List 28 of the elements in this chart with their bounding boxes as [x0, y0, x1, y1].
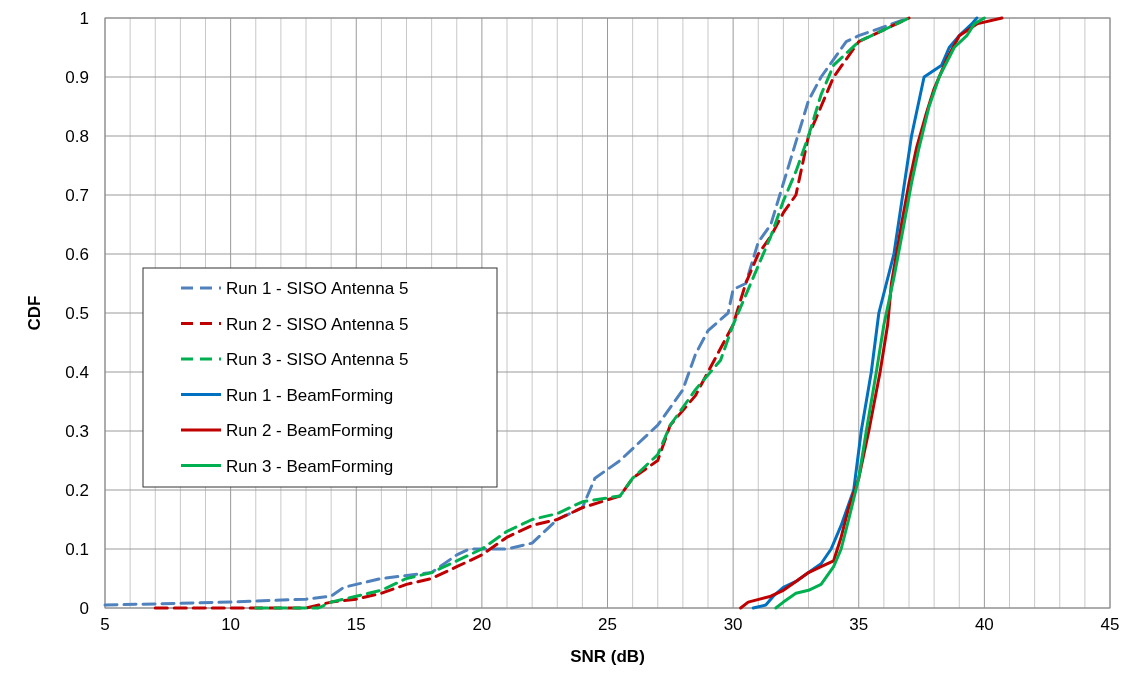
y-tick-label: 0.9 — [65, 68, 89, 87]
legend-label: Run 3 - BeamForming — [226, 456, 394, 476]
y-tick-label: 0.2 — [65, 481, 89, 500]
x-tick-label: 30 — [723, 615, 743, 634]
y-axis-title: CDF — [25, 295, 44, 331]
legend-label: Run 3 - SISO Antenna 5 — [226, 350, 409, 369]
y-tick-label: 0.1 — [65, 540, 89, 559]
y-tick-label: 1 — [79, 9, 89, 28]
legend-label: Run 1 - SISO Antenna 5 — [226, 279, 409, 298]
x-tick-label: 10 — [221, 615, 241, 634]
x-tick-label: 5 — [100, 615, 110, 634]
y-tick-label: 0.4 — [65, 363, 89, 382]
x-tick-label: 15 — [346, 615, 366, 634]
y-tick-label: 0 — [79, 599, 89, 618]
x-tick-label: 40 — [974, 615, 994, 634]
x-tick-label: 35 — [849, 615, 869, 634]
y-tick-label: 0.7 — [65, 186, 89, 205]
x-tick-label: 45 — [1100, 615, 1120, 634]
x-axis-title: SNR (dB) — [570, 647, 645, 666]
x-tick-label: 25 — [598, 615, 617, 634]
y-tick-label: 0.3 — [65, 422, 89, 441]
y-tick-label: 0.5 — [65, 304, 89, 323]
y-tick-label: 0.6 — [65, 245, 89, 264]
legend-label: Run 2 - BeamForming — [226, 421, 394, 440]
x-tick-label: 20 — [472, 615, 492, 634]
legend-label: Run 1 - BeamForming — [226, 385, 394, 405]
legend-label: Run 2 - SISO Antenna 5 — [226, 314, 409, 334]
y-tick-label: 0.8 — [65, 127, 89, 146]
